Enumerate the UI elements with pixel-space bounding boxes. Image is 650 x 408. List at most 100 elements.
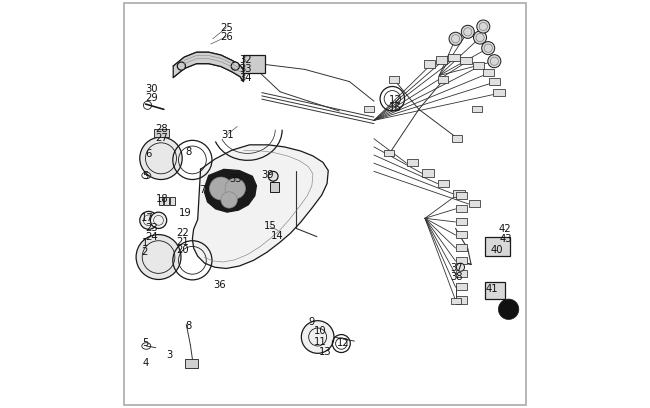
Text: 18: 18 [156, 194, 169, 204]
Circle shape [209, 177, 233, 200]
Text: 41: 41 [485, 284, 498, 294]
Text: 12: 12 [389, 95, 402, 105]
Text: 30: 30 [146, 84, 158, 94]
Text: 29: 29 [145, 93, 158, 103]
Text: 44: 44 [499, 300, 512, 310]
Bar [456, 257, 467, 264]
Circle shape [488, 55, 501, 68]
Bar [437, 180, 449, 187]
Text: 25: 25 [220, 23, 233, 33]
Bar [485, 237, 510, 256]
Bar [422, 169, 434, 177]
Text: 10: 10 [314, 326, 326, 336]
Text: 42: 42 [499, 224, 512, 234]
Circle shape [150, 212, 166, 228]
Circle shape [221, 192, 237, 208]
Polygon shape [173, 52, 243, 82]
Bar [456, 231, 467, 238]
Bar [472, 106, 482, 112]
Bar [485, 282, 505, 299]
Circle shape [302, 321, 334, 353]
Text: 33: 33 [239, 64, 252, 74]
Bar [456, 283, 467, 290]
Text: 23: 23 [146, 224, 158, 233]
Text: 8: 8 [185, 147, 192, 157]
Bar [483, 69, 494, 76]
Bar [456, 270, 467, 277]
Bar [407, 159, 418, 166]
Bar [456, 244, 467, 251]
Bar [448, 54, 460, 61]
Text: 35: 35 [229, 174, 242, 184]
Circle shape [456, 263, 465, 271]
Circle shape [473, 31, 487, 44]
Text: 22: 22 [177, 228, 189, 238]
Bar [155, 129, 169, 137]
Text: 27: 27 [155, 133, 168, 143]
Text: 34: 34 [239, 73, 252, 83]
Bar [453, 190, 465, 197]
Circle shape [477, 20, 490, 33]
Text: 6: 6 [146, 149, 152, 159]
Text: 4: 4 [142, 358, 149, 368]
Text: 12: 12 [337, 338, 350, 348]
Text: 9: 9 [309, 317, 315, 326]
Bar [384, 150, 394, 156]
Bar [469, 200, 480, 207]
Bar [456, 205, 467, 212]
Bar [489, 78, 500, 85]
Bar [460, 57, 472, 64]
Bar [456, 192, 467, 199]
Bar [452, 135, 463, 142]
Text: 3: 3 [166, 350, 172, 360]
Bar [436, 56, 447, 64]
Circle shape [268, 171, 278, 181]
Polygon shape [192, 145, 328, 268]
Text: 5: 5 [142, 338, 149, 348]
Circle shape [231, 62, 239, 70]
Text: 15: 15 [263, 222, 276, 231]
Text: 36: 36 [213, 280, 226, 290]
Polygon shape [205, 169, 257, 212]
Bar [450, 298, 461, 304]
Circle shape [177, 62, 185, 70]
Text: 20: 20 [177, 245, 189, 255]
Text: 24: 24 [146, 233, 158, 242]
Text: 7: 7 [200, 185, 206, 195]
Bar [389, 76, 399, 83]
Bar [456, 218, 467, 225]
Circle shape [449, 32, 462, 45]
Text: 11: 11 [314, 337, 326, 347]
Text: 17: 17 [141, 213, 154, 223]
Bar [364, 106, 374, 112]
Text: 43: 43 [499, 234, 512, 244]
Text: 37: 37 [450, 264, 463, 273]
Text: 32: 32 [239, 55, 252, 65]
Circle shape [462, 25, 474, 38]
Text: 19: 19 [179, 208, 192, 218]
Bar [270, 182, 279, 192]
Bar [493, 89, 504, 96]
Circle shape [136, 235, 181, 279]
Bar [242, 55, 265, 73]
Circle shape [499, 299, 519, 319]
Bar [456, 296, 467, 304]
Text: 1: 1 [142, 238, 148, 248]
Circle shape [225, 178, 246, 199]
Text: 31: 31 [221, 130, 233, 140]
Text: 14: 14 [270, 231, 283, 241]
Bar [424, 60, 435, 68]
Circle shape [482, 42, 495, 55]
Text: 38: 38 [450, 272, 463, 282]
Bar [170, 197, 175, 205]
Circle shape [140, 211, 158, 229]
Text: 28: 28 [155, 124, 168, 133]
Bar [164, 197, 169, 205]
Text: 39: 39 [261, 170, 274, 180]
Text: 16: 16 [389, 103, 402, 113]
Text: 2: 2 [142, 247, 148, 257]
Bar [473, 62, 484, 69]
Text: 26: 26 [220, 32, 233, 42]
Circle shape [140, 137, 182, 180]
Text: 13: 13 [318, 347, 332, 357]
